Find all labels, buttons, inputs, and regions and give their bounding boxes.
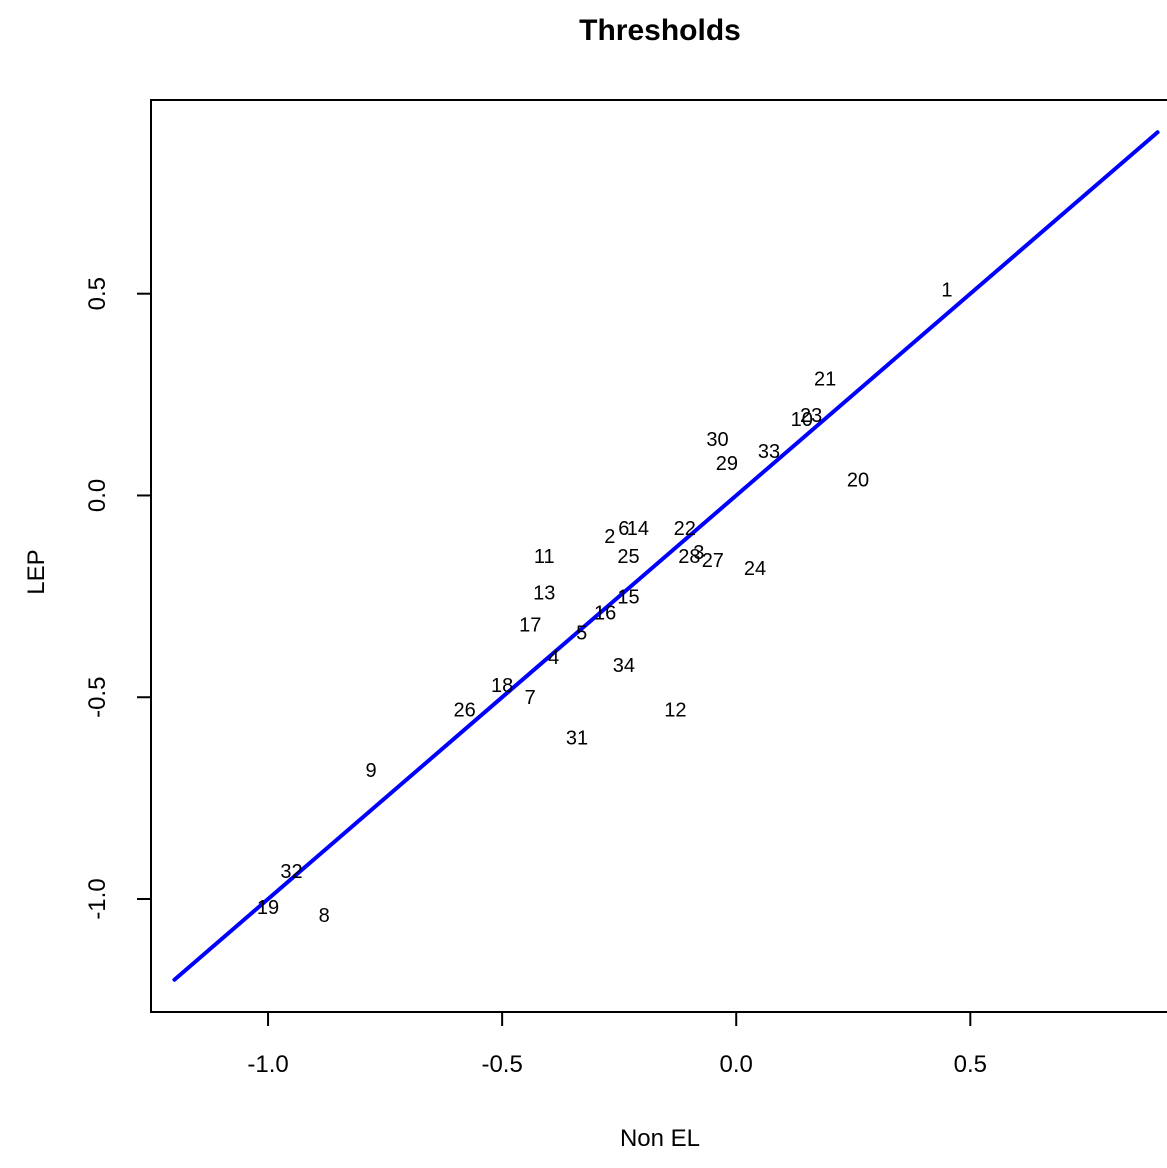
point-label: 3 [693,542,704,564]
point-label: 32 [280,861,302,883]
point-label: 30 [706,429,728,451]
point-label: 10 [791,409,813,431]
point-label: 15 [617,586,639,608]
x-axis-label: Non EL [620,1125,700,1152]
point-label: 9 [365,760,376,782]
point-label: 17 [519,615,541,637]
point-label: 24 [744,558,766,580]
reference-line-layer [172,130,1160,982]
point-label: 2 [604,526,615,548]
x-tick-label: -1.0 [247,1051,288,1078]
y-tick-label: -0.5 [84,677,111,718]
point-label: 27 [702,550,724,572]
point-label: 6 [618,518,629,540]
point-label: 34 [613,655,635,677]
point-label: 1 [941,280,952,302]
point-label: 26 [454,699,476,721]
point-label: 16 [594,602,616,624]
chart-title: Thresholds [579,14,741,47]
point-label: 7 [525,687,536,709]
point-label: 5 [576,623,587,645]
point-label: 12 [664,699,686,721]
y-axis-label: LEP [23,549,50,594]
point-label: 14 [627,518,649,540]
plot-frame [150,99,1167,1013]
x-axis: -1.0 -0.5 0.0 0.5 [247,1012,987,1078]
y-axis: -1.0 -0.5 0.0 0.5 [84,277,151,920]
point-label: 29 [716,453,738,475]
point-label: 22 [674,518,696,540]
point-label: 11 [534,546,555,568]
y-tick-label: 0.5 [84,277,111,310]
x-tick-label: 0.5 [954,1051,987,1078]
point-label: 4 [548,647,559,669]
point-label: 20 [847,469,869,491]
point-label: 31 [566,728,588,750]
reference-line [172,130,1160,982]
x-tick-label: 0.0 [720,1051,753,1078]
point-label: 25 [617,546,639,568]
point-label: 18 [491,675,513,697]
point-label: 19 [257,897,279,919]
y-tick-label: -1.0 [84,878,111,919]
point-label: 13 [533,582,555,604]
point-labels-layer: 1234567891011121314151617181920212223242… [257,280,953,927]
point-label: 28 [678,546,700,568]
point-label: 21 [814,368,836,390]
y-tick-label: 0.0 [84,479,111,512]
point-label: 8 [319,905,330,927]
point-label: 33 [758,441,780,463]
x-tick-label: -0.5 [481,1051,522,1078]
point-label: 23 [800,405,822,427]
